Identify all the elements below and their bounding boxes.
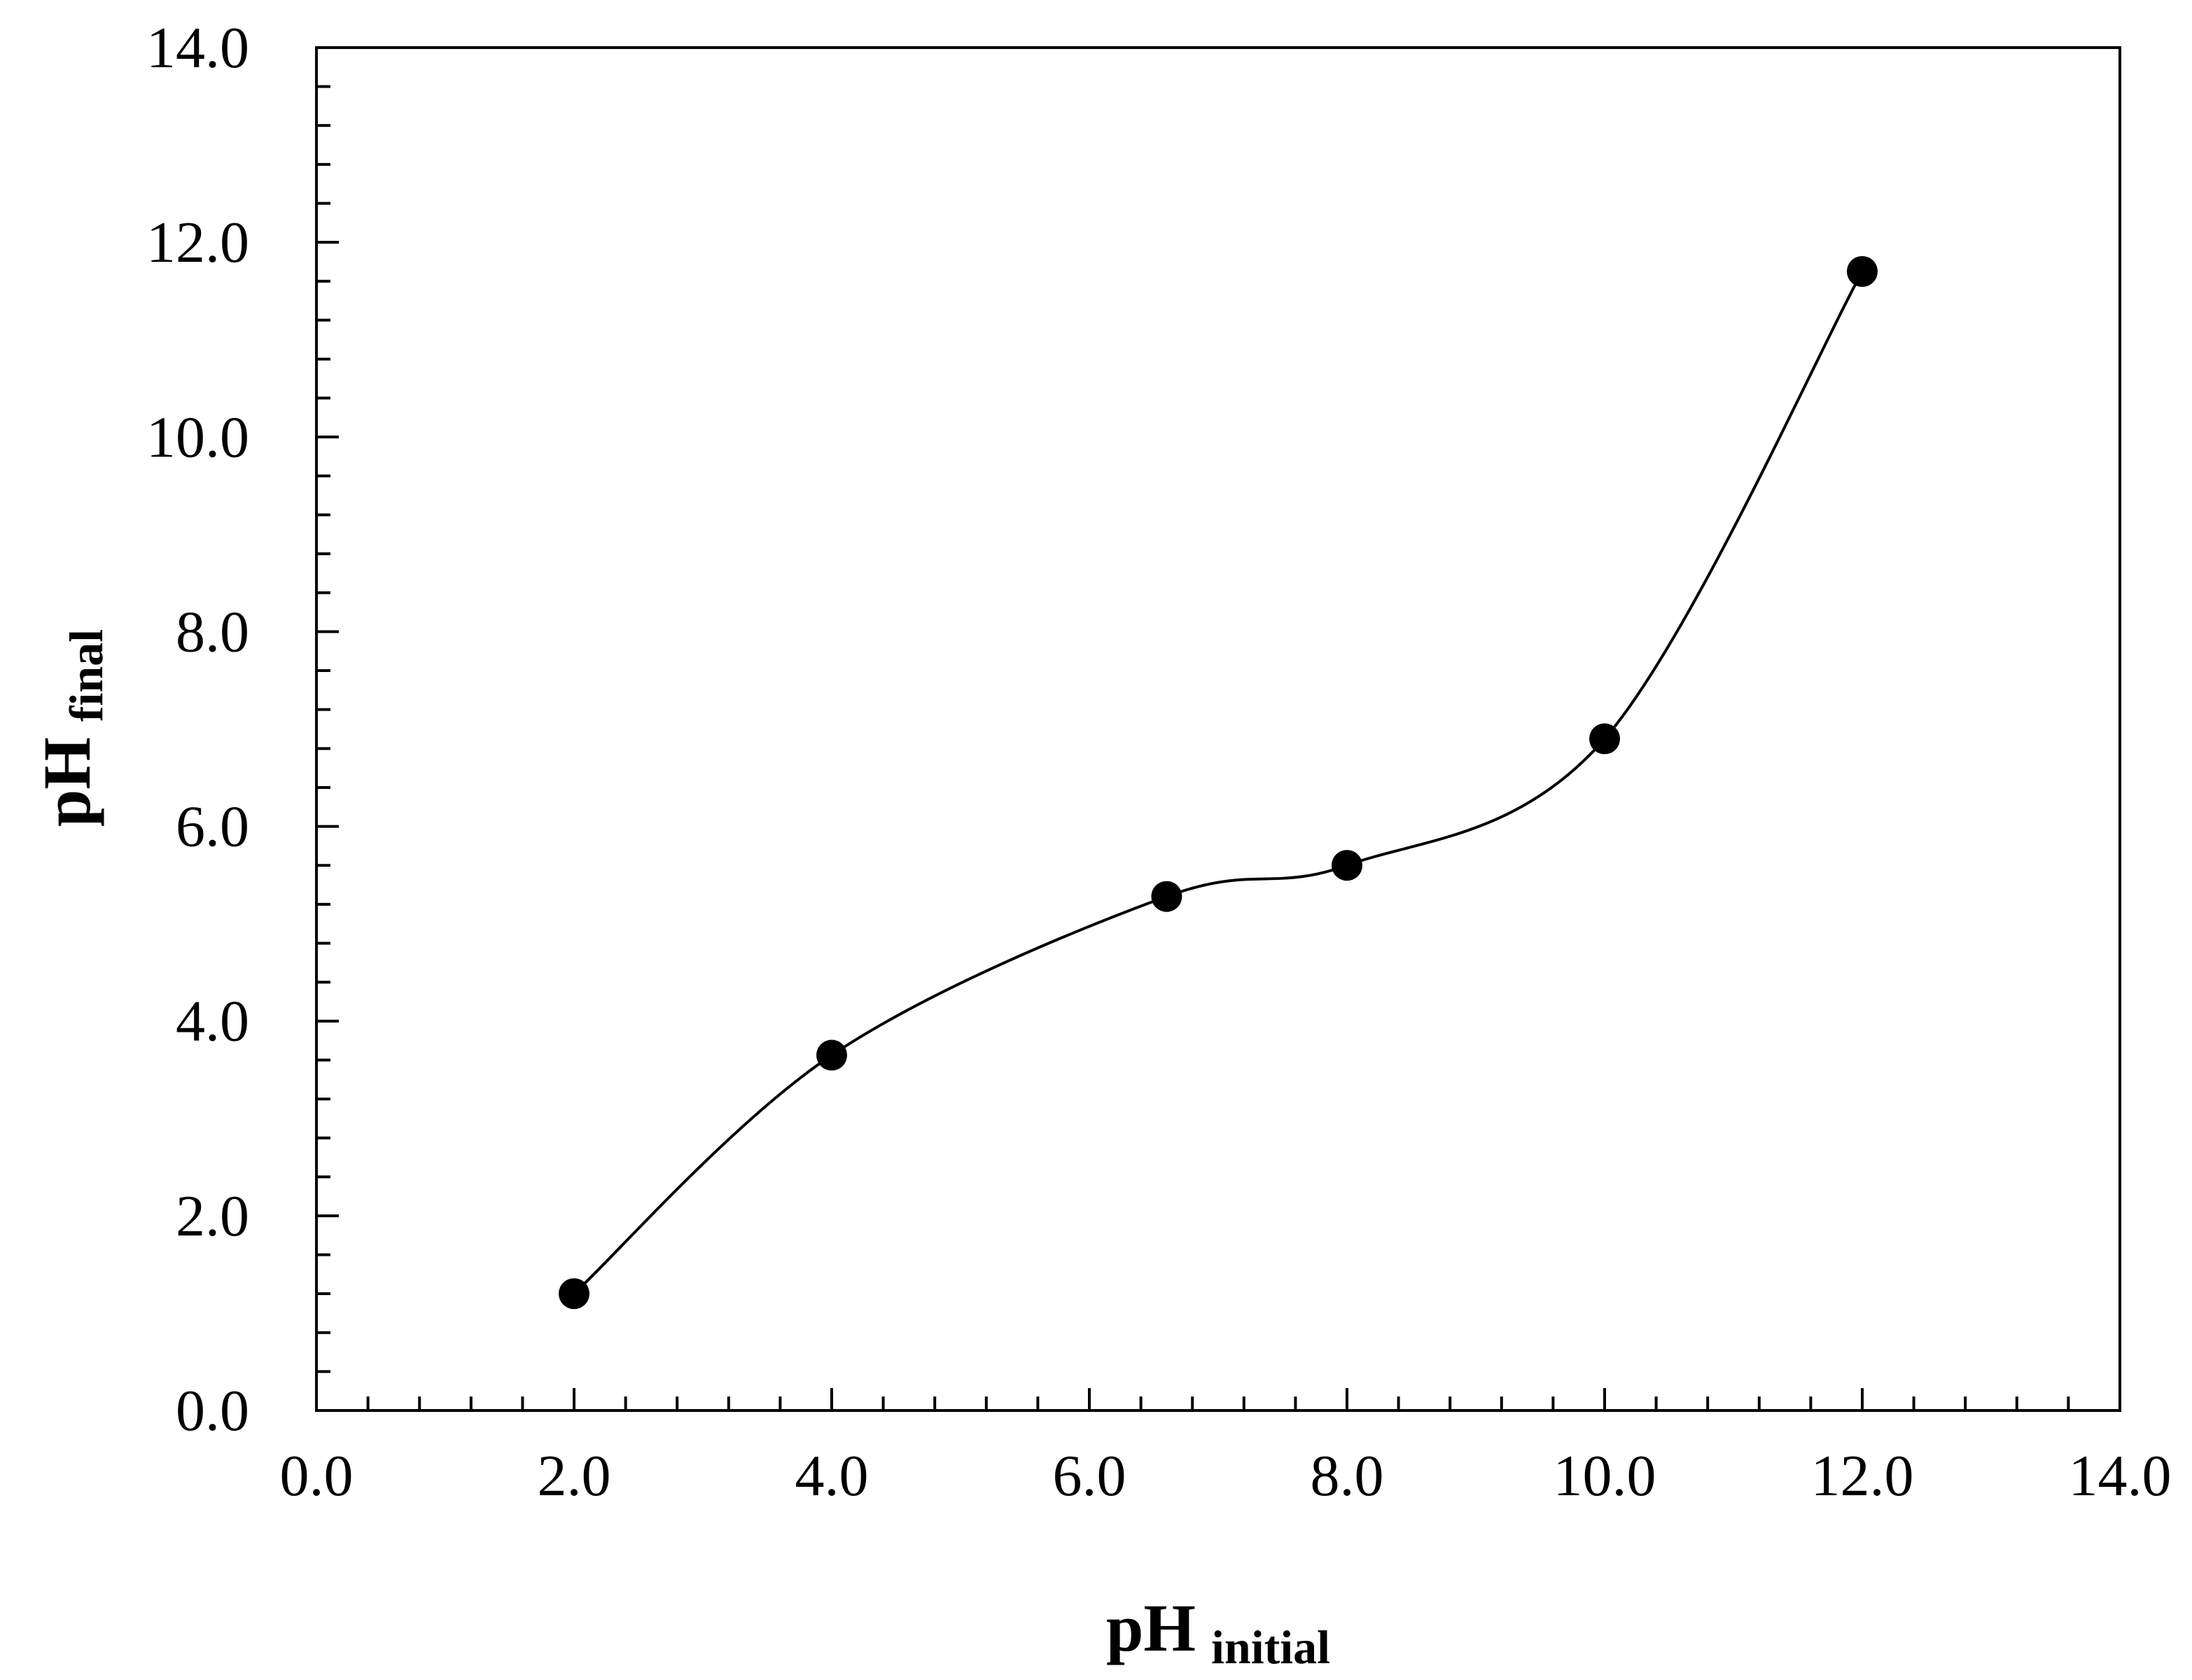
- y-axis-label: pH final: [29, 629, 113, 827]
- y-tick-label: 12.0: [146, 210, 249, 275]
- x-tick-label: 8.0: [1311, 1443, 1384, 1508]
- y-axis-label-sub: final: [60, 629, 113, 722]
- y-tick-label: 0.0: [176, 1378, 249, 1443]
- series-line: [573, 270, 1864, 1295]
- y-axis-ticks: [316, 85, 339, 1373]
- x-tick-label: 2.0: [538, 1443, 611, 1508]
- y-tick-label: 8.0: [176, 599, 249, 664]
- x-tick-label: 6.0: [1053, 1443, 1126, 1508]
- x-axis-ticks: [366, 1388, 2070, 1410]
- y-tick-label: 10.0: [146, 405, 249, 470]
- series-points: [559, 255, 1878, 1310]
- y-tick-label: 14.0: [146, 15, 249, 80]
- x-tick-label: 12.0: [1811, 1443, 1914, 1508]
- y-tick-label: 2.0: [176, 1184, 249, 1249]
- data-point: [1151, 881, 1182, 912]
- y-axis-tick-labels: 0.0 2.0 4.0 6.0 8.0 10.0 12.0 14.0: [146, 15, 249, 1443]
- data-point: [1589, 723, 1620, 755]
- data-point: [1332, 850, 1362, 881]
- data-point: [816, 1040, 847, 1071]
- x-axis-label-sub: initial: [1211, 1620, 1330, 1674]
- data-point: [559, 1278, 589, 1310]
- x-axis-tick-labels: 0.0 2.0 4.0 6.0 8.0 10.0 12.0 14.0: [280, 1443, 2172, 1508]
- y-tick-label: 4.0: [176, 989, 249, 1054]
- x-axis-label: pH initial: [1106, 1590, 1330, 1674]
- y-axis-label-main: pH: [29, 737, 104, 827]
- x-tick-label: 0.0: [280, 1443, 354, 1508]
- x-tick-label: 4.0: [795, 1443, 869, 1508]
- x-tick-label: 10.0: [1554, 1443, 1656, 1508]
- y-tick-label: 6.0: [176, 794, 249, 860]
- plot-frame: [315, 46, 2121, 1412]
- x-tick-label: 14.0: [2069, 1443, 2172, 1508]
- data-point: [1847, 255, 1878, 287]
- x-axis-label-main: pH: [1106, 1590, 1196, 1665]
